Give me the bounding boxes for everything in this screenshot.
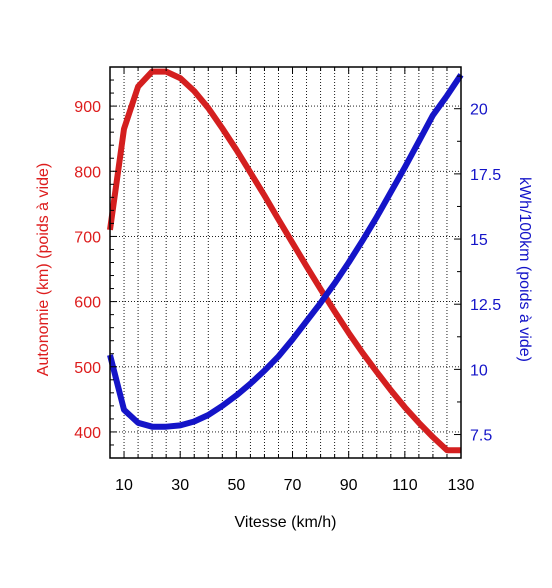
x-tick-label: 30 xyxy=(171,477,189,494)
y-right-tick-label: 15 xyxy=(470,232,488,249)
y-axis-left-label: Autonomie (km) (poids à vide) xyxy=(35,163,52,376)
x-tick-label: 10 xyxy=(115,477,133,494)
y-right-tick-label: 10 xyxy=(470,362,488,379)
y-left-tick-label: 900 xyxy=(74,99,101,116)
y-left-tick-label: 500 xyxy=(74,360,101,377)
tick-label-layer: 10 30 50 70 90 110 130 400 500 600 700 800 900 7.5 10 1… xyxy=(74,99,501,494)
y-right-tick-label: 17.5 xyxy=(470,167,501,184)
x-tick-label: 110 xyxy=(392,477,418,494)
series-layer xyxy=(107,68,464,454)
consommation-series-line xyxy=(107,73,464,430)
y-left-tick-label: 600 xyxy=(74,295,101,312)
x-tick-label: 70 xyxy=(284,477,302,494)
x-tick-label: 130 xyxy=(448,477,475,494)
plot-area xyxy=(109,66,462,459)
y-left-tick-label: 700 xyxy=(74,229,101,246)
y-right-tick-label: 7.5 xyxy=(470,428,492,445)
y-right-tick-label: 12.5 xyxy=(470,297,501,314)
tick-layer xyxy=(110,67,462,458)
x-tick-label: 50 xyxy=(227,477,245,494)
y-left-tick-label: 400 xyxy=(74,425,101,442)
x-tick-label: 90 xyxy=(340,477,358,494)
y-left-tick-label: 800 xyxy=(74,164,101,181)
autonomie-series-line xyxy=(107,68,461,454)
y-axis-right-label: kWh/100km (poids à vide) xyxy=(516,177,533,362)
grid-layer xyxy=(110,67,461,458)
y-right-tick-label: 20 xyxy=(470,102,488,119)
x-axis-label: Vitesse (km/h) xyxy=(235,514,337,531)
